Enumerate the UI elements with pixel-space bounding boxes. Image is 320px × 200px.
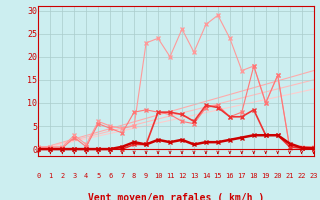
X-axis label: Vent moyen/en rafales ( km/h ): Vent moyen/en rafales ( km/h ) [88,193,264,200]
